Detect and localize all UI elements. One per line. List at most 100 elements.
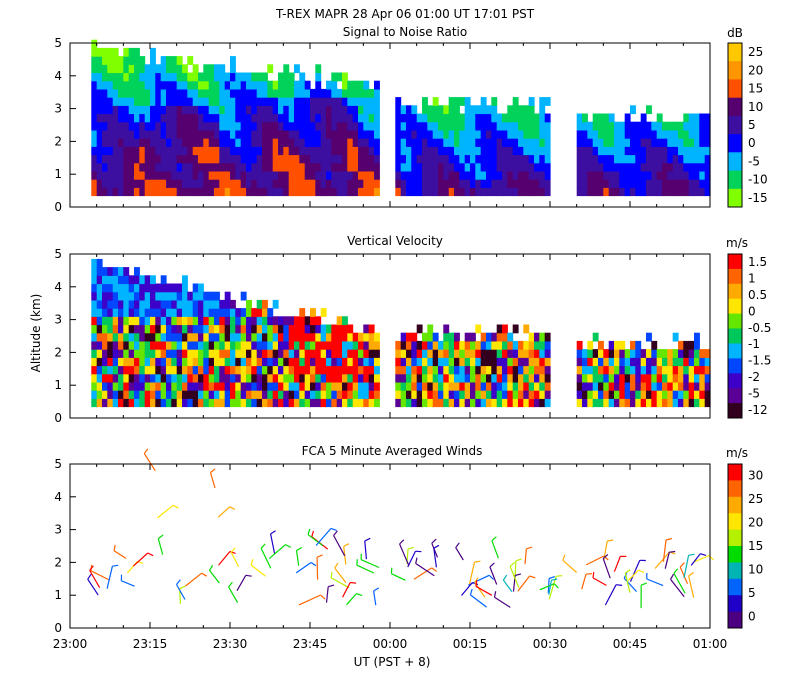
velocity-cell	[592, 349, 599, 358]
velocity-cell	[176, 316, 183, 326]
wind-barb	[260, 548, 272, 569]
velocity-cell	[411, 381, 418, 391]
y-tick-label: 0	[54, 621, 62, 635]
velocity-cell	[118, 324, 124, 334]
snr-cell	[267, 80, 274, 90]
snr-cell	[678, 170, 684, 180]
velocity-cell	[272, 332, 279, 342]
snr-cell	[214, 113, 220, 123]
snr-cell	[256, 105, 263, 115]
velocity-cell	[592, 357, 599, 367]
colorbar-swatch	[728, 343, 742, 359]
snr-cell	[651, 129, 658, 139]
velocity-cell	[507, 398, 514, 408]
snr-cell	[374, 138, 380, 147]
velocity-cell	[128, 365, 135, 375]
snr-cell	[598, 170, 604, 180]
snr-cell	[192, 187, 199, 197]
velocity-cell	[518, 365, 524, 375]
velocity-cell	[406, 332, 412, 342]
velocity-cell	[128, 340, 135, 350]
snr-cell	[160, 113, 167, 123]
velocity-cell	[155, 332, 162, 342]
snr-cell	[406, 162, 412, 172]
snr-cell	[112, 138, 119, 147]
velocity-cell	[464, 349, 471, 358]
velocity-cell	[352, 357, 359, 367]
velocity-cell	[91, 308, 98, 317]
snr-cell	[176, 80, 183, 90]
snr-cell	[299, 80, 306, 90]
snr-cell	[326, 80, 332, 90]
snr-cell	[368, 154, 375, 164]
snr-cell	[299, 170, 306, 180]
snr-cell	[203, 129, 210, 139]
velocity-cell	[198, 390, 204, 399]
velocity-cell	[491, 357, 498, 367]
snr-cell	[139, 97, 146, 106]
snr-cell	[646, 129, 652, 139]
snr-cell	[256, 97, 263, 106]
colorbar-label: 5	[748, 586, 756, 600]
velocity-cell	[192, 365, 199, 375]
snr-cell	[651, 138, 658, 147]
wind-barb-flag	[514, 573, 522, 577]
velocity-cell	[614, 373, 620, 383]
velocity-cell	[214, 381, 220, 391]
snr-cell	[699, 187, 706, 197]
velocity-cell	[614, 349, 620, 358]
wind-barb-flag	[638, 569, 645, 574]
snr-cell	[182, 80, 188, 90]
snr-cell	[582, 170, 588, 180]
velocity-cell	[347, 373, 354, 383]
velocity-cell	[342, 398, 348, 408]
velocity-cell	[299, 340, 306, 350]
snr-cell	[272, 187, 279, 197]
snr-cell	[342, 105, 348, 115]
velocity-cell	[176, 283, 183, 293]
snr-cell	[118, 121, 124, 131]
velocity-cell	[128, 283, 135, 293]
snr-cell	[395, 129, 402, 139]
velocity-cell	[427, 390, 434, 399]
velocity-cell	[688, 398, 695, 408]
snr-cell	[102, 72, 108, 82]
snr-cell	[326, 88, 332, 98]
velocity-cell	[256, 332, 263, 342]
snr-cell	[107, 162, 114, 172]
snr-cell	[134, 154, 140, 164]
snr-cell	[299, 187, 306, 197]
velocity-cell	[102, 373, 108, 383]
velocity-cell	[235, 357, 242, 367]
snr-cell	[624, 129, 631, 139]
velocity-cell	[304, 390, 311, 399]
velocity-title: Vertical Velocity	[347, 234, 443, 248]
snr-cell	[230, 72, 236, 82]
snr-cell	[432, 170, 439, 180]
snr-cell	[160, 121, 167, 131]
snr-cell	[491, 179, 498, 188]
velocity-cell	[96, 332, 103, 342]
snr-cell	[336, 88, 343, 98]
snr-cell	[176, 121, 183, 131]
snr-cell	[267, 113, 274, 123]
snr-cell	[235, 121, 242, 131]
wind-barb	[654, 551, 670, 569]
velocity-cell	[262, 373, 268, 383]
velocity-cell	[246, 308, 252, 317]
velocity-cell	[459, 373, 466, 383]
snr-cell	[128, 146, 135, 156]
velocity-cell	[192, 308, 199, 317]
snr-cell	[640, 129, 647, 139]
snr-cell	[374, 97, 380, 106]
snr-cell	[299, 129, 306, 139]
velocity-cell	[416, 398, 423, 408]
snr-cell	[603, 113, 610, 123]
velocity-cell	[144, 316, 151, 326]
velocity-cell	[544, 340, 551, 350]
snr-cell	[166, 154, 172, 164]
snr-cell	[198, 170, 204, 180]
snr-cell	[331, 121, 338, 131]
snr-cell	[112, 64, 119, 74]
